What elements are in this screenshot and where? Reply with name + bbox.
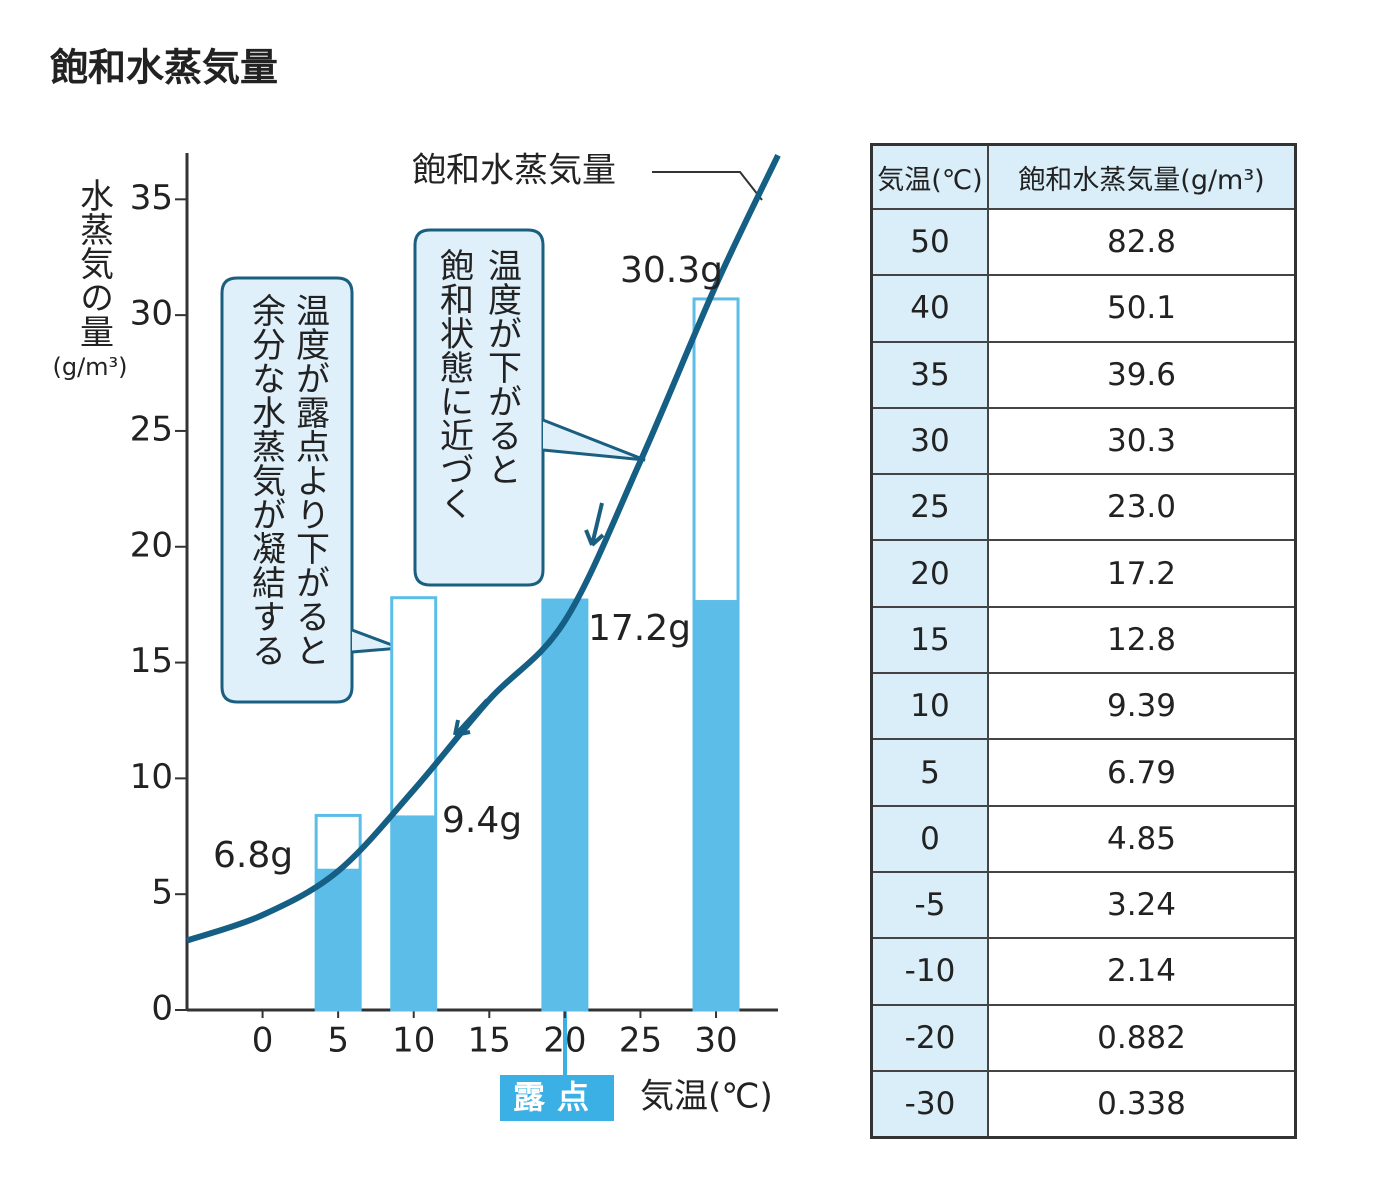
table-cell: 3.24 bbox=[987, 870, 1297, 940]
callout-box bbox=[220, 276, 354, 704]
table-cell: 25 bbox=[870, 473, 989, 542]
dew-point-box bbox=[500, 1075, 614, 1121]
table-cell: 4.85 bbox=[987, 804, 1297, 873]
x-tick-label: 20 bbox=[543, 1021, 586, 1061]
annotation: 9.4g bbox=[442, 800, 522, 841]
table-row: 25 23.0 bbox=[870, 473, 1297, 542]
table-row: -20 0.882 bbox=[870, 1003, 1297, 1072]
y-tick-label: 15 bbox=[130, 641, 173, 681]
vapor-bar bbox=[391, 815, 436, 1010]
chart: 飽和水蒸気量 水蒸気の量 (g/m³) 気温(℃) 露点 温度が下がると飽和状態… bbox=[50, 46, 781, 1121]
table-row: 30 30.3 bbox=[870, 406, 1297, 476]
x-tick-label: 30 bbox=[694, 1021, 737, 1061]
table-row: 35 39.6 bbox=[870, 340, 1297, 409]
annotation: 17.2g bbox=[588, 608, 691, 649]
table-cell: 2.14 bbox=[987, 937, 1297, 1006]
table-cell: -10 bbox=[870, 937, 989, 1006]
y-tick-label: 5 bbox=[151, 873, 173, 913]
table-cell: 30 bbox=[870, 406, 989, 476]
x-tick-label: 10 bbox=[392, 1021, 435, 1061]
table-cell: 20 bbox=[870, 539, 989, 608]
table-row: 10 9.39 bbox=[870, 672, 1297, 741]
table-cell: 0.882 bbox=[987, 1003, 1297, 1072]
table-row: 0 4.85 bbox=[870, 804, 1297, 873]
callout-text: 温度が露点より下がると bbox=[290, 293, 330, 667]
x-tick-label: 25 bbox=[619, 1021, 662, 1061]
curve-label: 飽和水蒸気量 bbox=[412, 151, 616, 191]
table-row: -5 3.24 bbox=[870, 870, 1297, 940]
annotation: 6.8g bbox=[213, 835, 293, 876]
vapor-bar bbox=[542, 600, 587, 1010]
table-cell: 5 bbox=[870, 738, 989, 807]
callout-text: 余分な水蒸気が凝結する bbox=[246, 293, 286, 667]
table-cell: 40 bbox=[870, 274, 989, 343]
x-tick-label: 0 bbox=[252, 1021, 274, 1061]
table-cell: 6.79 bbox=[987, 738, 1297, 807]
x-tick-label: 15 bbox=[468, 1021, 511, 1061]
y-axis-unit: (g/m³) bbox=[52, 353, 127, 381]
table-cell: 気温(℃) bbox=[870, 143, 989, 210]
table-row: 20 17.2 bbox=[870, 539, 1297, 608]
table-cell: 0 bbox=[870, 804, 989, 873]
table-row: -30 0.338 bbox=[870, 1069, 1297, 1139]
table-row: 40 50.1 bbox=[870, 274, 1297, 343]
curve-leader bbox=[652, 171, 763, 201]
vapor-bar bbox=[316, 868, 361, 1010]
saturation-curve bbox=[186, 154, 781, 944]
table-cell: 50.1 bbox=[987, 274, 1297, 343]
table-cell: 50 bbox=[870, 207, 989, 277]
x-axis-label: 気温(℃) bbox=[640, 1077, 773, 1117]
vapor-bar bbox=[694, 600, 739, 1010]
table-cell: 12.8 bbox=[987, 605, 1297, 675]
table-cell: 35 bbox=[870, 340, 989, 409]
table-row: 15 12.8 bbox=[870, 605, 1297, 675]
table-cell: 17.2 bbox=[987, 539, 1297, 608]
callout-pointer bbox=[542, 418, 646, 462]
callout-text: 飽和状態に近づく bbox=[434, 248, 474, 520]
table-cell: -5 bbox=[870, 870, 989, 940]
table-row: 50 82.8 bbox=[870, 207, 1297, 277]
table-cell: 飽和水蒸気量(g/m³) bbox=[987, 143, 1297, 210]
table-cell: 9.39 bbox=[987, 672, 1297, 741]
table-cell: 82.8 bbox=[987, 207, 1297, 277]
table-cell: -20 bbox=[870, 1003, 989, 1072]
y-tick-label: 25 bbox=[130, 409, 173, 449]
x-tick-label: 5 bbox=[327, 1021, 349, 1061]
annotation: 30.3g bbox=[620, 250, 723, 291]
callout-box bbox=[413, 228, 545, 587]
table-cell: 0.338 bbox=[987, 1069, 1297, 1139]
y-tick-label: 10 bbox=[130, 757, 173, 797]
table-cell: 30.3 bbox=[987, 406, 1297, 476]
table-cell: 10 bbox=[870, 672, 989, 741]
page-title: 飽和水蒸気量 bbox=[50, 46, 278, 90]
table-row: -10 2.14 bbox=[870, 937, 1297, 1006]
table-row: 5 6.79 bbox=[870, 738, 1297, 807]
table-cell: -30 bbox=[870, 1069, 989, 1139]
callout-text: 温度が下がると bbox=[482, 248, 522, 486]
table-row: 気温(℃) 飽和水蒸気量(g/m³) bbox=[870, 143, 1297, 210]
y-tick-label: 20 bbox=[130, 525, 173, 565]
y-tick-label: 30 bbox=[130, 294, 173, 334]
dew-point-label: 露点 bbox=[513, 1078, 601, 1116]
table-cell: 23.0 bbox=[987, 473, 1297, 542]
table: 気温(℃) 飽和水蒸気量(g/m³) 50 82.8 40 50.1 35 39.6 30 30.… bbox=[870, 143, 1297, 1140]
y-axis-label: 水蒸気の量 bbox=[74, 178, 114, 348]
table-cell: 39.6 bbox=[987, 340, 1297, 409]
y-tick-label: 0 bbox=[151, 989, 173, 1029]
arrow bbox=[584, 502, 605, 547]
y-tick-label: 35 bbox=[130, 178, 173, 218]
table-cell: 15 bbox=[870, 605, 989, 675]
